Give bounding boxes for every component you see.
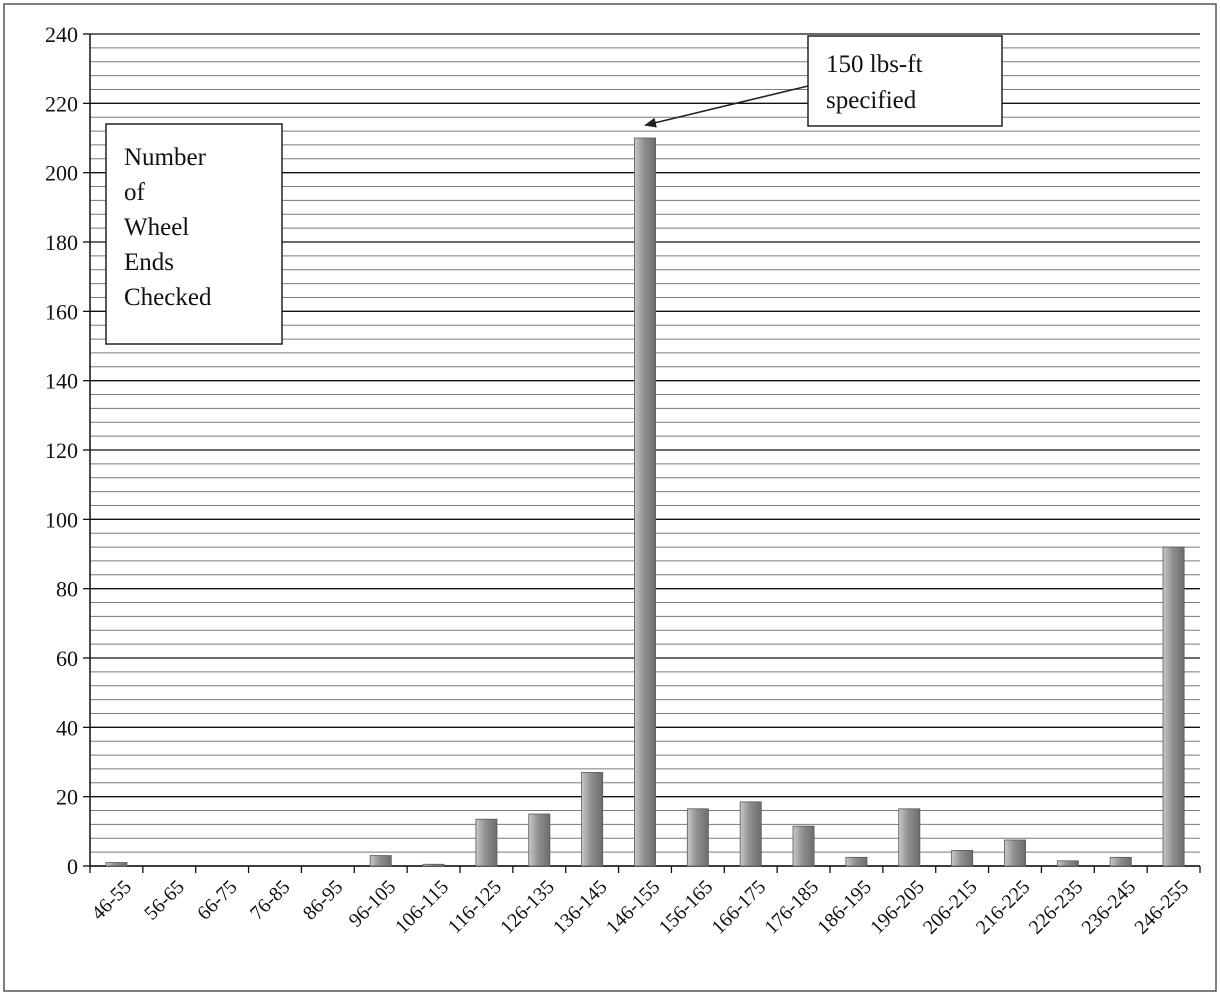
y-tick-label: 20: [56, 785, 78, 810]
y-tick-label: 60: [56, 646, 78, 671]
bar-166-175: [739, 801, 762, 867]
y-tick-label: 180: [45, 230, 78, 255]
callout-line-1: 150 lbs-ft: [826, 51, 923, 78]
bar-186-195: [845, 856, 868, 867]
bar-196-205: [898, 808, 921, 867]
bar-176-185: [792, 825, 815, 867]
bar-226-235: [1056, 860, 1079, 867]
y-tick-label: 160: [45, 299, 78, 324]
y-tick-label: 120: [45, 438, 78, 463]
y-tick-label: 40: [56, 715, 78, 740]
y-tick-label: 80: [56, 577, 78, 602]
callout-annotation: 150 lbs-ft specified: [644, 35, 1003, 128]
ylabel-line-5: Checked: [124, 284, 212, 311]
callout-box: [807, 35, 1003, 127]
bar-216-225: [1004, 839, 1026, 867]
y-tick-label: 240: [45, 22, 78, 47]
bar-136-145: [581, 772, 604, 867]
y-tick-label: 220: [45, 91, 78, 116]
bar-206-215: [951, 850, 974, 867]
y-axis: 0 20 40 60 80 100 120 140 160 180 200 220 240: [45, 22, 91, 879]
bar-96-105: [369, 855, 392, 867]
y-tick-label: 200: [45, 161, 78, 186]
y-tick-label: 100: [45, 507, 78, 532]
ylabel-annotation-box: [105, 123, 283, 345]
ylabel-line-1: Number: [124, 144, 207, 171]
bar-156-165: [686, 808, 709, 867]
ylabel-line-4: Ends: [124, 249, 174, 276]
y-tick-label: 0: [67, 854, 78, 879]
bar-146-155: [634, 137, 656, 867]
callout-line-2: specified: [826, 87, 917, 114]
bar-106-115: [422, 863, 445, 867]
bar-246-255: [1162, 546, 1185, 867]
callout-arrow: [644, 85, 809, 128]
bar-236-245: [1109, 856, 1132, 867]
y-tick-label: 140: [45, 369, 78, 394]
bars: [105, 137, 1185, 867]
ylabel-annotation: Number of Wheel Ends Checked: [105, 123, 283, 345]
bar-46-55: [105, 862, 128, 867]
ylabel-line-3: Wheel: [124, 214, 189, 241]
ylabel-line-2: of: [124, 179, 146, 206]
bar-116-125: [475, 818, 498, 867]
bar-126-135: [528, 813, 551, 867]
